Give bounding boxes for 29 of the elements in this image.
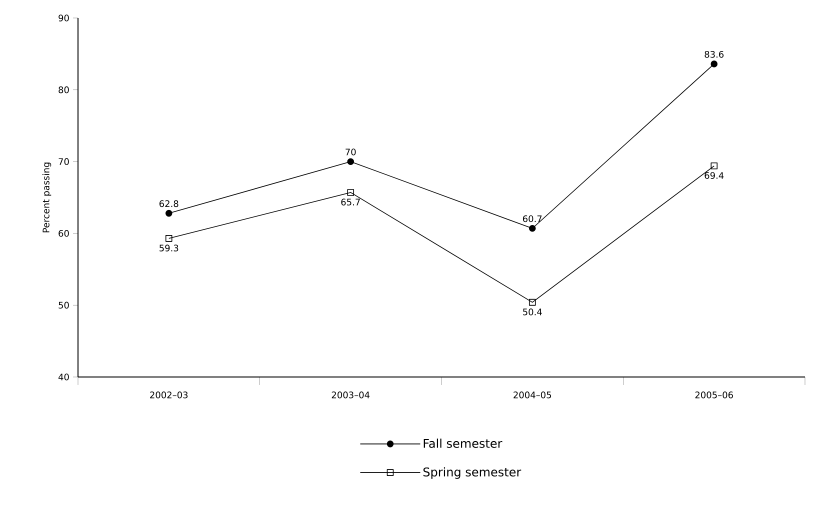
x-tick-label: 2004–05 [514,392,552,398]
point [710,60,718,68]
legend-label: Spring semester [423,467,522,479]
data-label: 59.3 [160,244,178,252]
y-tick-label: 70 [58,158,69,165]
data-label: 50.4 [523,308,542,316]
point [710,162,718,170]
data-label: 70 [346,148,356,156]
point [165,235,172,242]
data-label: 65.7 [341,198,360,206]
point [528,298,536,306]
data-label: 83.6 [704,50,724,58]
point [347,158,354,165]
x-tick-label: 2005–06 [695,392,733,398]
y-tick-label: 80 [58,86,69,94]
y-tick-label: 60 [58,230,69,237]
point [165,210,172,217]
point [347,189,354,196]
data-label: 69.4 [704,172,724,179]
y-tick-label: 40 [58,374,69,380]
x-tick-label: 2002–03 [150,392,188,398]
data-label: 60.7 [522,215,542,222]
point [528,224,536,232]
y-tick-label: 50 [58,302,69,309]
data-label: 62.8 [159,200,178,208]
legend-label: Fall semester [424,438,502,448]
x-tick-label: 2003–04 [332,392,370,398]
y-axis-title: Percent passing [42,162,52,232]
y-tick-label: 90 [58,14,69,22]
